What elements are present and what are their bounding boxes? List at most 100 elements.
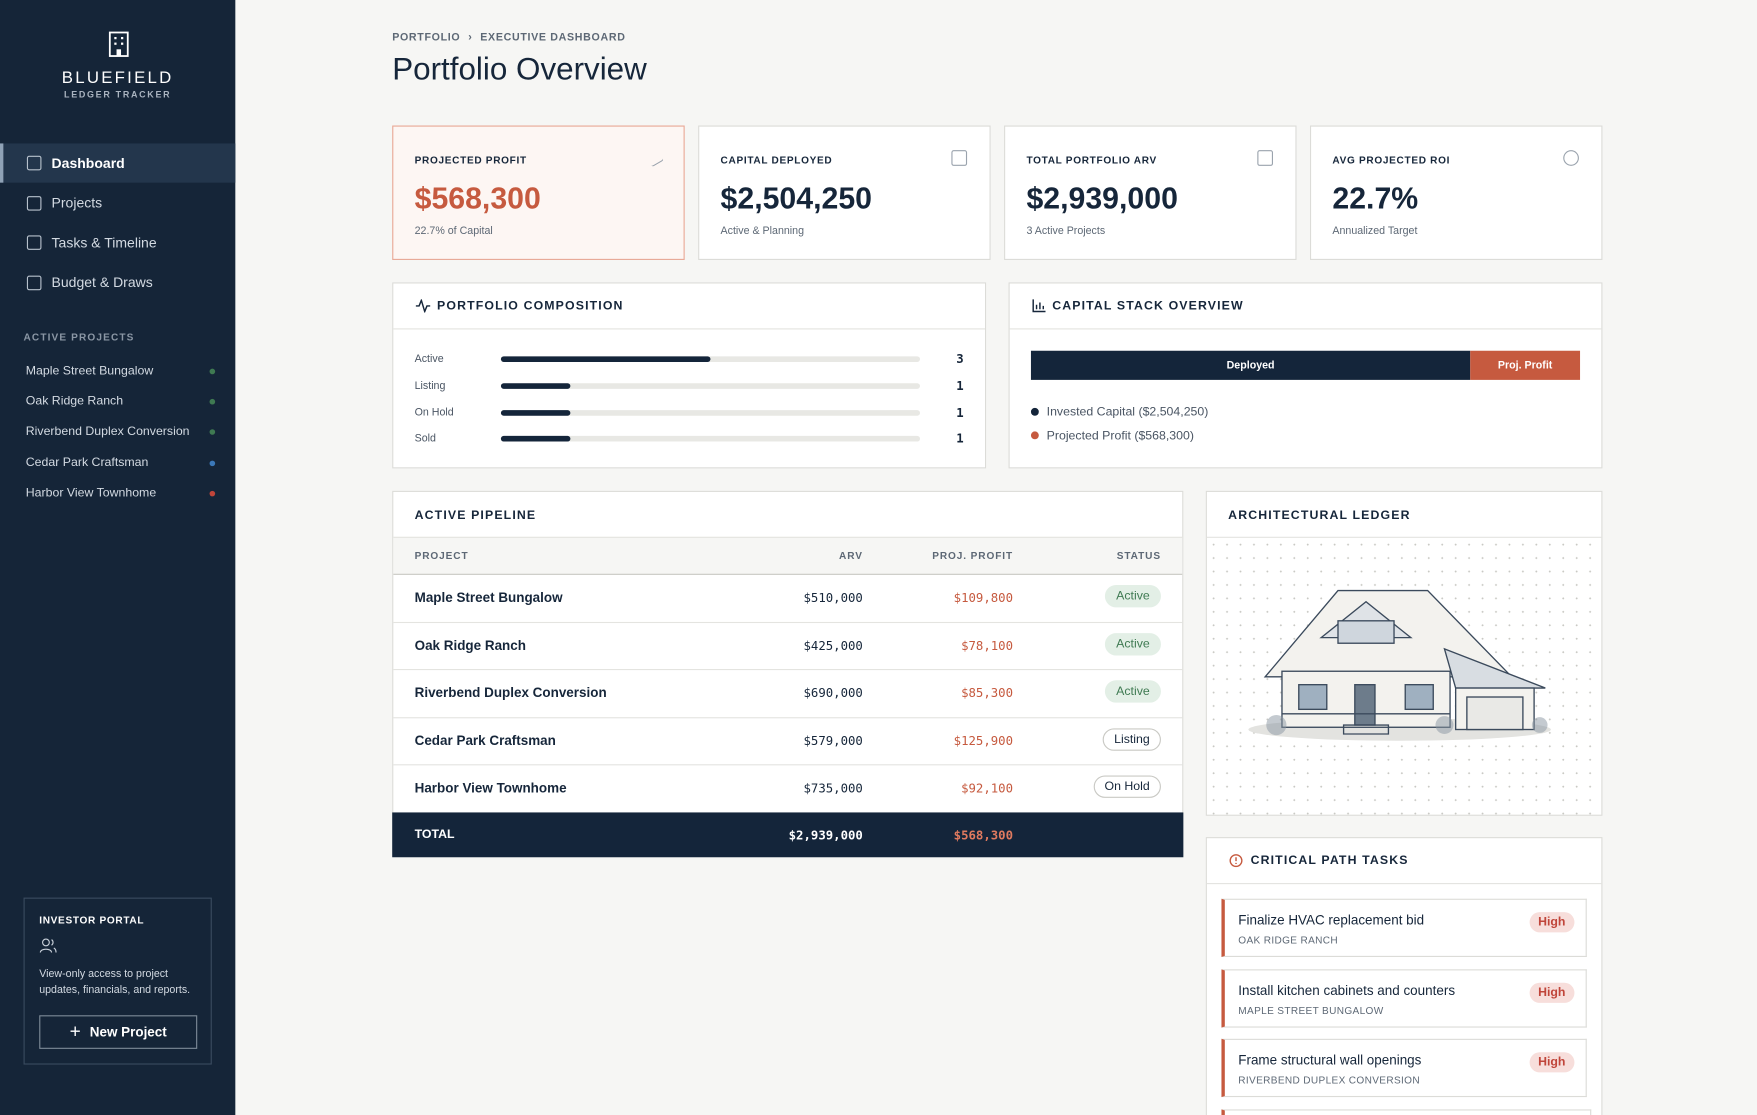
arv: $425,000: [803, 638, 863, 653]
task-card[interactable]: Finalize HVAC replacement bid OAK RIDGE R…: [1221, 898, 1587, 957]
panel-header: [1009, 284, 1602, 330]
task-card[interactable]: Frame structural wall openings RIVERBEND …: [1221, 1038, 1587, 1098]
nav-label: Projects: [51, 194, 103, 211]
kpi-label: AVG PROJECTED ROI: [1332, 154, 1451, 166]
arv: $579,000: [803, 733, 863, 749]
nav-item[interactable]: Dashboard: [0, 143, 236, 183]
column-header: ARV: [839, 550, 863, 562]
project-link[interactable]: Riverbend Duplex Conversion: [26, 425, 219, 439]
kpi-icon: [1563, 150, 1579, 166]
page-title: Portfolio Overview: [392, 51, 647, 87]
kpi-value: $568,300: [414, 181, 541, 216]
logo-icon: [108, 31, 129, 57]
nav-label: Budget & Draws: [51, 274, 153, 291]
crumb[interactable]: PORTFOLIO: [392, 31, 461, 44]
composition-count: 1: [956, 431, 964, 447]
nav-label: Tasks & Timeline: [51, 234, 157, 251]
kpi-note: Annualized Target: [1332, 225, 1418, 238]
status-dot: [209, 429, 216, 436]
crumb: EXECUTIVE DASHBOARD: [480, 31, 626, 44]
status-pill: Active: [1104, 680, 1161, 703]
bar-track: [500, 436, 921, 442]
nav-item[interactable]: Tasks & Timeline: [0, 223, 235, 262]
profit-segment: Proj. Profit: [1470, 350, 1581, 380]
nav-icon: [26, 155, 42, 171]
bar: [500, 356, 711, 362]
project-link[interactable]: Maple Street Bungalow: [25, 364, 219, 378]
status-pill: Listing: [1102, 728, 1161, 751]
project-name: Cedar Park Craftsman: [25, 455, 149, 470]
kpi-value: $2,939,000: [1026, 181, 1178, 216]
profit: $78,100: [961, 638, 1014, 653]
project-name: Harbor View Townhome: [414, 780, 567, 797]
project-name: Riverbend Duplex Conversion: [414, 684, 607, 701]
panel-header: [393, 284, 986, 330]
sidebar: BLUEFIELD LEDGER TRACKER ACTIVE PROJECTS…: [0, 0, 236, 1115]
table-row[interactable]: Cedar Park Craftsman $579,000 $125,900 List…: [393, 717, 1183, 766]
nav-item[interactable]: Projects: [0, 183, 235, 222]
panel-title: ACTIVE PIPELINE: [414, 508, 537, 523]
kpi-value: 22.7%: [1332, 181, 1419, 216]
kpi-icon: [951, 150, 968, 166]
panel-title: CAPITAL STACK OVERVIEW: [1052, 299, 1244, 313]
users-icon: [39, 938, 57, 953]
project-link[interactable]: Harbor View Townhome: [25, 486, 219, 500]
kpi-card: PROJECTED PROFIT $568,300 22.7% of Capital: [392, 125, 685, 260]
kpi-label: CAPITAL DEPLOYED: [720, 154, 833, 166]
task-project: RIVERBEND DUPLEX CONVERSION: [1238, 1074, 1420, 1086]
table-row[interactable]: Harbor View Townhome $735,000 $92,100 On Ho…: [393, 765, 1183, 814]
composition-label: Listing: [414, 379, 446, 392]
task-project: OAK RIDGE RANCH: [1238, 934, 1339, 946]
task-title: Install kitchen cabinets and counters: [1238, 982, 1456, 998]
project-link[interactable]: Oak Ridge Ranch: [26, 395, 219, 408]
legend-text: Projected Profit ($568,300): [1046, 429, 1194, 443]
status-dot: [209, 490, 216, 497]
stack-bar: Deployed Proj. Profit: [1030, 350, 1581, 380]
priority-pill: High: [1529, 1052, 1575, 1073]
project-name: Harbor View Townhome: [25, 486, 157, 500]
nav-item[interactable]: Budget & Draws: [0, 263, 235, 302]
composition-count: 1: [956, 405, 964, 420]
composition-label: Sold: [414, 432, 436, 446]
deployed-segment: Deployed: [1030, 350, 1471, 380]
new-project-button[interactable]: + New Project: [39, 1015, 198, 1049]
nav-icon: [26, 275, 42, 290]
composition-label: On Hold: [414, 406, 454, 419]
project-name: Cedar Park Craftsman: [414, 732, 556, 749]
total-profit: $568,300: [953, 828, 1014, 843]
table-row[interactable]: Maple Street Bungalow $510,000 $109,800 Act…: [393, 574, 1183, 623]
priority-pill: High: [1529, 982, 1575, 1003]
project-name: Oak Ridge Ranch: [25, 394, 124, 409]
bar-track: [500, 409, 921, 416]
arv: $510,000: [803, 590, 863, 606]
project-name: Maple Street Bungalow: [25, 364, 154, 378]
house-illustration: [1248, 589, 1551, 741]
total-arv: $2,939,000: [788, 828, 863, 843]
button-label: New Project: [89, 1024, 167, 1040]
section-heading: ACTIVE PROJECTS: [23, 331, 135, 343]
composition-panel: PORTFOLIO COMPOSITION Active 3 Listing 1 On …: [392, 282, 987, 469]
tasks-panel: CRITICAL PATH TASKS Finalize HVAC replac…: [1205, 837, 1603, 1115]
kpi-note: 22.7% of Capital: [414, 225, 493, 238]
kpi-label: TOTAL PORTFOLIO ARV: [1026, 154, 1157, 166]
profit: $125,900: [953, 733, 1014, 749]
task-card[interactable]: Install kitchen cabinets and counters MAP…: [1221, 968, 1587, 1028]
capital-stack-panel: CAPITAL STACK OVERVIEW Deployed Proj. Pr…: [1008, 282, 1603, 469]
priority-pill: High: [1529, 912, 1575, 933]
project-link[interactable]: Cedar Park Craftsman: [26, 456, 219, 469]
column-header: PROJ. PROFIT: [932, 550, 1014, 562]
table-row[interactable]: Riverbend Duplex Conversion $690,000 $85,3…: [393, 669, 1183, 719]
composition-count: 3: [956, 351, 964, 367]
crumb-separator: ›: [468, 31, 473, 44]
legend-item: Invested Capital ($2,504,250): [1030, 401, 1208, 425]
chart-icon: [1032, 299, 1046, 313]
total-row: TOTAL $2,939,000 $568,300: [392, 812, 1184, 858]
bar: [500, 383, 571, 389]
kpi-icon: [1257, 150, 1274, 166]
task-card: [1221, 1109, 1592, 1115]
task-project: MAPLE STREET BUNGALOW: [1238, 1004, 1384, 1016]
table-row[interactable]: Oak Ridge Ranch $425,000 $78,100 Active: [393, 621, 1183, 671]
tagline: LEDGER TRACKER: [64, 89, 172, 100]
